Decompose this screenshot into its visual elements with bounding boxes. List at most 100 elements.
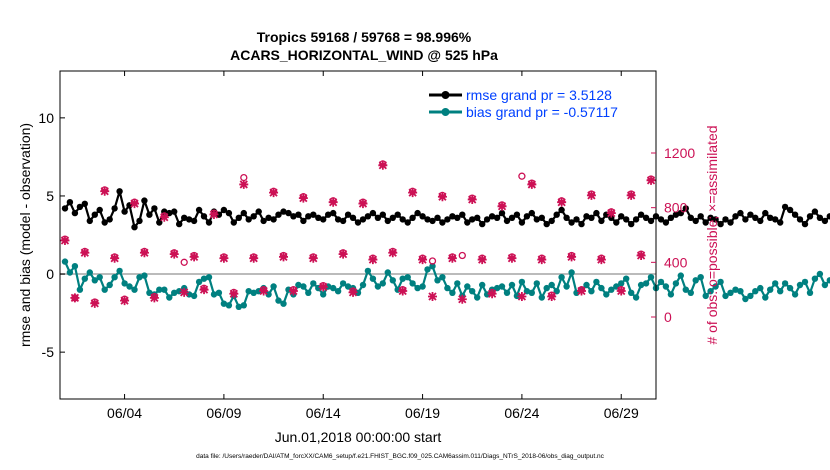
rmse-point xyxy=(548,217,555,225)
rmse-point xyxy=(737,209,744,217)
bias-point xyxy=(364,267,372,275)
rmse-point xyxy=(146,211,153,218)
rmse-point xyxy=(553,211,560,218)
rmse-point xyxy=(181,214,188,221)
rmse-point xyxy=(344,211,352,218)
bias-point xyxy=(86,269,94,276)
obs-assimilated-marker xyxy=(626,190,636,200)
rmse-point xyxy=(91,211,99,218)
bias-point xyxy=(523,288,531,295)
obs-assimilated-marker xyxy=(398,286,408,296)
rmse-point xyxy=(762,209,769,217)
obs-assimilated-marker xyxy=(457,294,467,304)
rmse-point xyxy=(508,214,516,221)
bias-point xyxy=(707,288,714,295)
rmse-point xyxy=(568,219,575,226)
obs-assimilated-marker xyxy=(586,190,596,200)
bias-point xyxy=(568,269,575,276)
rmse-point xyxy=(727,219,734,226)
rmse-point xyxy=(419,213,426,220)
rmse-point xyxy=(414,209,421,217)
bias-point xyxy=(642,280,650,287)
plot-area xyxy=(60,71,656,399)
rmse-point xyxy=(608,214,615,221)
rmse-point xyxy=(449,213,456,220)
rmse-point xyxy=(61,205,69,212)
bias-point xyxy=(503,289,511,296)
obs-assimilated-marker xyxy=(130,199,139,209)
rmse-point xyxy=(772,216,779,223)
rmse-point xyxy=(682,205,689,212)
legend-box xyxy=(425,83,653,123)
rmse-point xyxy=(781,203,789,211)
rmse-point xyxy=(81,200,89,207)
rmse-point xyxy=(424,216,431,223)
x-tick-label: 06/14 xyxy=(306,405,341,421)
bias-point xyxy=(195,278,203,286)
bias-point xyxy=(275,297,282,304)
bias-point xyxy=(81,275,89,282)
obs-assimilated-marker xyxy=(418,255,428,265)
bias-point xyxy=(265,291,272,298)
bias-point xyxy=(424,266,431,273)
rmse-point xyxy=(300,217,307,225)
bias-point xyxy=(796,281,804,289)
rmse-point xyxy=(657,216,665,223)
x-tick-label: 06/19 xyxy=(405,405,440,421)
bias-point xyxy=(449,289,456,296)
bias-point xyxy=(300,283,307,290)
bias-point xyxy=(205,274,213,281)
bias-point xyxy=(623,275,630,282)
y2-tick-label: 800 xyxy=(664,200,688,216)
rmse-point xyxy=(628,220,635,228)
rmse-point xyxy=(483,216,491,223)
rmse-point xyxy=(632,216,640,223)
bias-point xyxy=(632,294,640,301)
bias-point xyxy=(702,292,709,300)
bias-point xyxy=(747,292,754,300)
bias-point xyxy=(404,274,411,281)
bias-point xyxy=(270,283,277,290)
obs-assimilated-marker xyxy=(447,253,457,263)
y-tick-label: 5 xyxy=(46,188,54,204)
rmse-point xyxy=(320,216,327,223)
rmse-point xyxy=(444,216,451,223)
bias-point xyxy=(399,275,406,282)
rmse-point xyxy=(404,219,411,226)
bias-point xyxy=(826,277,830,284)
legend-bias-label: bias grand pr = -0.57117 xyxy=(466,104,618,120)
obs-assimilated-marker xyxy=(219,253,229,263)
chart-subtitle: ACARS_HORIZONTAL_WIND @ 525 hPa xyxy=(230,47,498,63)
x-tick-label: 06/04 xyxy=(107,405,142,421)
obs-assimilated-marker xyxy=(537,255,547,265)
x-axis-ticks: 06/04 06/09 06/14 06/19 06/24 06/29 xyxy=(107,71,639,421)
bias-point xyxy=(235,303,242,310)
obs-assimilated-marker xyxy=(100,186,110,196)
rmse-point xyxy=(613,219,620,226)
rmse-point xyxy=(618,213,625,220)
obs-assimilated-marker xyxy=(368,255,378,265)
y2-axis-ticks: 0 400 800 1200 xyxy=(651,145,695,325)
bias-point xyxy=(116,267,123,275)
rmse-point xyxy=(171,208,178,215)
obs-assimilated-marker xyxy=(338,249,348,259)
rmse-point xyxy=(265,214,272,221)
bias-point xyxy=(697,274,704,281)
rmse-point xyxy=(71,209,79,217)
bias-point xyxy=(126,283,133,290)
rmse-point xyxy=(563,214,570,221)
obs-assimilated-marker xyxy=(120,296,130,306)
y-tick-label: 10 xyxy=(38,110,54,126)
bias-point xyxy=(474,294,481,301)
bias-point xyxy=(647,274,655,281)
bias-point xyxy=(245,288,252,295)
rmse-point xyxy=(76,203,84,211)
bias-point xyxy=(479,281,486,289)
rmse-point xyxy=(702,219,709,226)
y2-tick-label: 0 xyxy=(664,309,672,325)
rmse-point xyxy=(816,214,824,221)
rmse-point xyxy=(469,216,476,223)
rmse-point xyxy=(409,214,416,221)
bias-point xyxy=(727,289,734,296)
obs-assimilated-marker xyxy=(358,199,368,209)
